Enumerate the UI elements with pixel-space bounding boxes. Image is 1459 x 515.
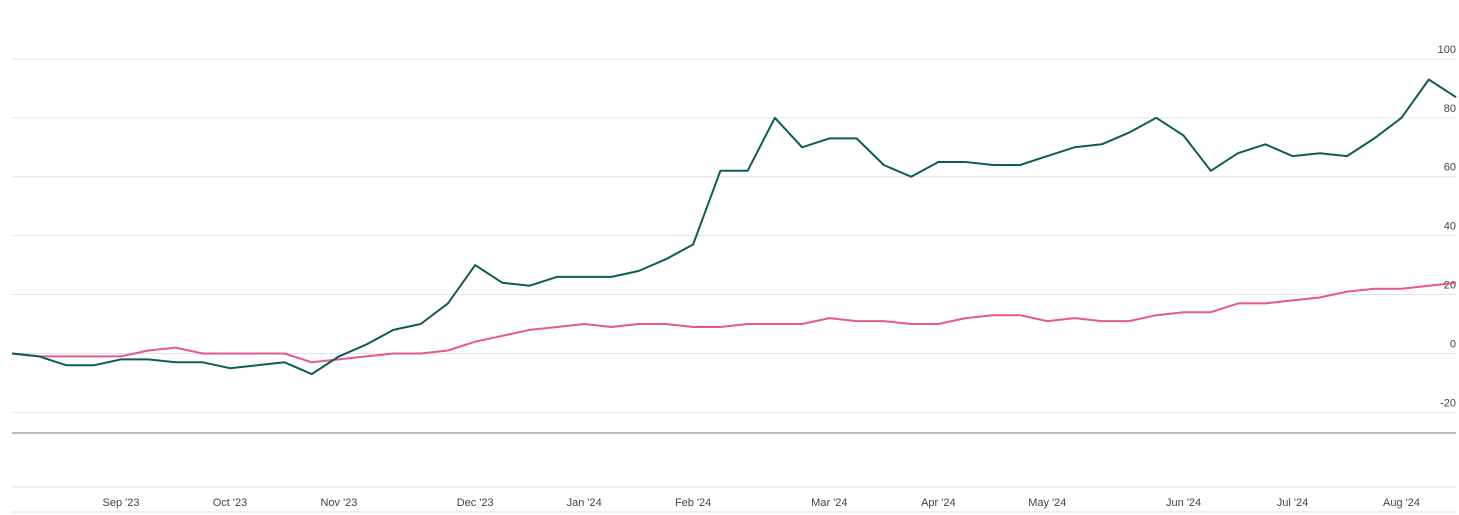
x-tick-label: Jan '24 bbox=[567, 497, 602, 509]
x-tick-label: Jul '24 bbox=[1277, 497, 1308, 509]
y-tick-label: 80 bbox=[1444, 103, 1456, 115]
y-tick-label: 100 bbox=[1438, 44, 1456, 56]
x-tick-label: Dec '23 bbox=[457, 497, 494, 509]
series-line bbox=[11, 78, 1457, 376]
x-tick-label: Mar '24 bbox=[811, 497, 847, 509]
x-tick-label: Feb '24 bbox=[675, 497, 711, 509]
x-tick-label: Nov '23 bbox=[320, 497, 357, 509]
x-tick-label: May '24 bbox=[1028, 497, 1066, 509]
y-tick-label: 20 bbox=[1444, 280, 1456, 292]
x-tick-label: Jun '24 bbox=[1166, 497, 1201, 509]
x-tick-label: Apr '24 bbox=[921, 497, 956, 509]
series-line bbox=[11, 281, 1457, 364]
x-tick-label: Sep '23 bbox=[102, 497, 139, 509]
y-tick-label: 0 bbox=[1450, 338, 1456, 350]
x-tick-label: Oct '23 bbox=[213, 497, 248, 509]
y-tick-label: 40 bbox=[1444, 221, 1456, 233]
x-tick-label: Aug '24 bbox=[1383, 497, 1420, 509]
y-tick-label: -20 bbox=[1440, 397, 1456, 409]
y-tick-label: 60 bbox=[1444, 162, 1456, 174]
